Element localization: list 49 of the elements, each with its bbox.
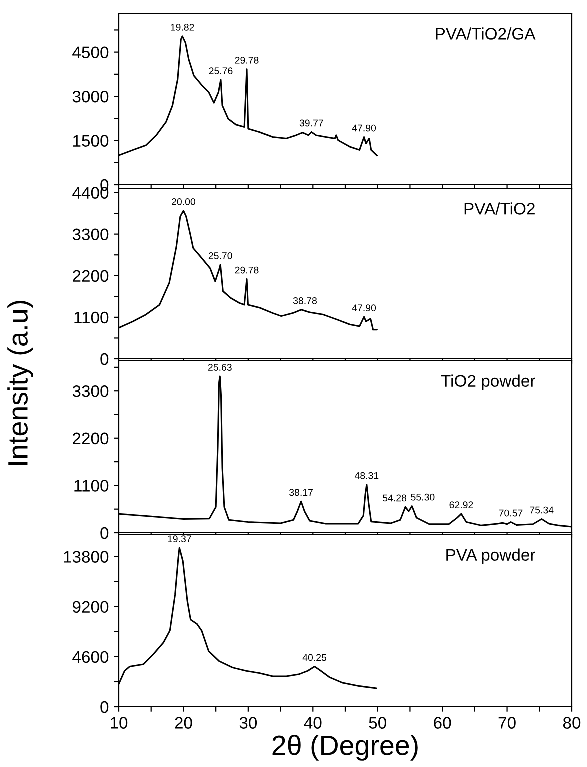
annotation: 19.82 bbox=[171, 24, 194, 31]
annotation: 48.31 bbox=[354, 472, 379, 480]
text: TiO2 powder bbox=[441, 374, 536, 390]
annotation: 25.63 bbox=[208, 364, 232, 371]
x-tick-label: 20 bbox=[175, 717, 192, 729]
annotation: 70.57 bbox=[499, 510, 523, 517]
x-tick-label: 70 bbox=[498, 717, 516, 729]
text: PVA powder bbox=[446, 548, 536, 564]
y-tick-label: 1500 bbox=[73, 135, 109, 147]
text: PVA/TiO2/GA bbox=[436, 28, 536, 40]
annotation: 25.76 bbox=[209, 68, 233, 75]
y-tick-label: 3300 bbox=[72, 386, 109, 398]
y-tick-label: 2200 bbox=[73, 270, 109, 282]
x-axis-title: 2θ (Degree) bbox=[272, 735, 418, 761]
annotation: 20.00 bbox=[172, 198, 196, 206]
y-tick-label: 4500 bbox=[72, 46, 109, 59]
y-tick-label: 13800 bbox=[64, 551, 109, 563]
y-tick-label: 2200 bbox=[73, 432, 109, 445]
annotation: 39.77 bbox=[300, 120, 324, 127]
annotation: 38.17 bbox=[290, 489, 313, 496]
x-tick-label: 40 bbox=[304, 717, 322, 729]
annotation: 47.90 bbox=[352, 304, 376, 312]
text: PVA/TiO2 bbox=[464, 202, 535, 215]
y-tick-label: 0 bbox=[100, 527, 109, 540]
annotation: 75.34 bbox=[530, 506, 554, 514]
annotation: 29.78 bbox=[235, 57, 259, 64]
annotation: 54.28 bbox=[383, 494, 407, 502]
y-tick-label: 3000 bbox=[72, 90, 109, 103]
y-tick-label: 0 bbox=[100, 353, 109, 366]
x-tick-label: 50 bbox=[369, 717, 386, 729]
annotation: 40.25 bbox=[302, 654, 327, 662]
y-tick-label: 3300 bbox=[72, 228, 109, 241]
annotation: 38.78 bbox=[293, 297, 317, 304]
y-axis-title: Intensity (a.u) bbox=[8, 301, 34, 466]
annotation: 25.70 bbox=[208, 252, 232, 260]
annotation: 62.92 bbox=[450, 502, 474, 509]
y-tick-label: 9200 bbox=[72, 601, 109, 614]
x-tick-label: 30 bbox=[240, 717, 258, 729]
x-tick-label: 10 bbox=[111, 717, 128, 729]
y-tick-label: 4600 bbox=[72, 651, 109, 664]
annotation: 19.37 bbox=[168, 536, 192, 543]
y-tick-label: 1100 bbox=[74, 480, 109, 492]
x-tick-label: 80 bbox=[563, 717, 581, 729]
annotation: 55.30 bbox=[411, 494, 435, 501]
y-tick-label: 1100 bbox=[74, 312, 109, 324]
x-tick-label: 60 bbox=[434, 717, 452, 729]
annotation: 47.90 bbox=[352, 124, 376, 132]
y-tick-label: 0 bbox=[100, 701, 109, 714]
annotation: 29.78 bbox=[235, 266, 259, 274]
